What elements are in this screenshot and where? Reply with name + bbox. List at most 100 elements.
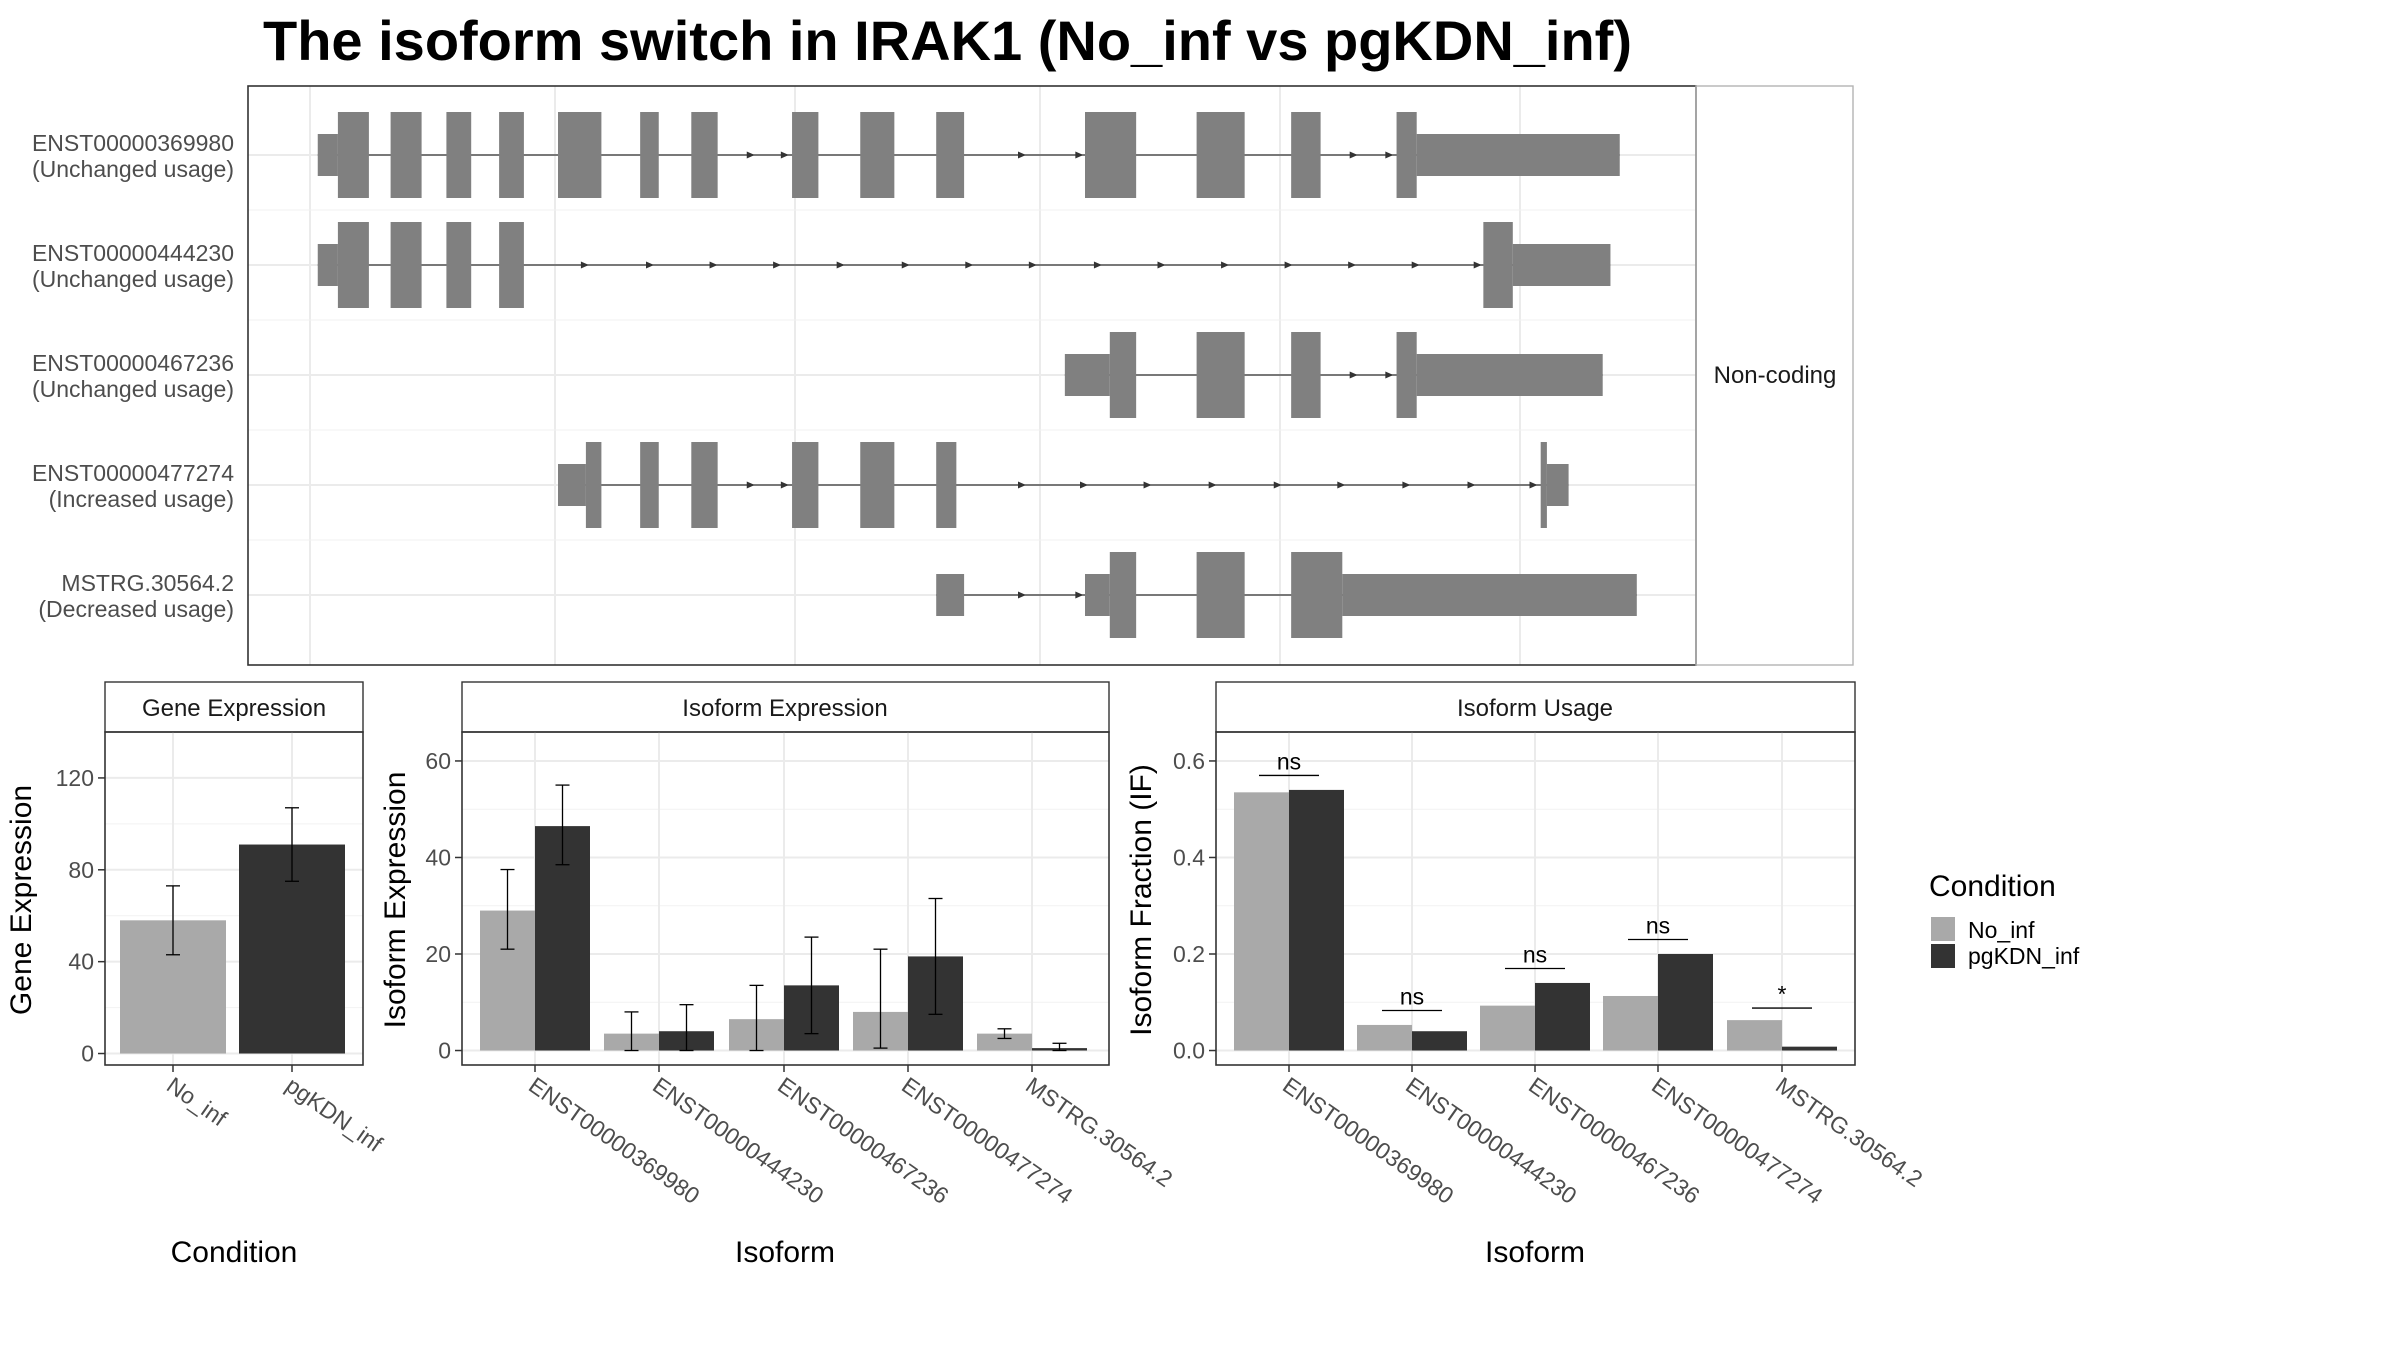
x-tick-label: No_inf — [162, 1072, 232, 1132]
intron-direction-arrow — [780, 481, 789, 489]
intron-direction-arrow — [836, 261, 845, 269]
significance-label: ns — [1523, 941, 1547, 967]
transcript-usage-label: (Unchanged usage) — [32, 266, 234, 292]
facet-strip — [1695, 85, 1854, 666]
exon-coding — [860, 112, 895, 198]
intron-direction-arrow — [1337, 481, 1346, 489]
intron-direction-arrow — [1075, 151, 1084, 159]
intron-direction-arrow — [746, 151, 755, 159]
exon-coding — [1109, 552, 1137, 638]
transcript-labels: ENST00000369980(Unchanged usage)ENST0000… — [32, 130, 234, 622]
intron-direction-arrow — [1093, 261, 1102, 269]
intron-direction-arrow — [1529, 481, 1538, 489]
y-tick-label: 0.2 — [1173, 941, 1205, 967]
isoform-usage-chart: 0.00.20.40.6 nsnsnsns*ENST00000369980ENST… — [1173, 732, 1927, 1209]
isoform-usage-y-axis-title: Isoform Fraction (IF) — [1125, 764, 1158, 1036]
exon-coding — [337, 112, 369, 198]
exon-utr — [1085, 574, 1110, 616]
exon-utr — [1512, 244, 1611, 286]
exon-coding — [860, 442, 895, 528]
intron-direction-arrow — [1018, 481, 1026, 489]
exon-coding — [1396, 332, 1417, 418]
isoform-expression-strip-title: Isoform Expression — [682, 695, 887, 722]
exon-coding — [390, 222, 422, 308]
gene-expression-x-axis-title: Condition — [171, 1236, 298, 1269]
exon-coding — [446, 112, 472, 198]
legend-key-no-inf — [1931, 917, 1955, 941]
intron-direction-arrow — [1143, 481, 1152, 489]
transcript-id-label: ENST00000369980 — [32, 130, 234, 156]
gene-structure-panel: Non-coding ENST00000369980(Unchanged usa… — [32, 85, 1854, 666]
transcript-id-label: MSTRG.30564.2 — [61, 570, 234, 596]
exon-coding — [936, 112, 965, 198]
bar-no-inf — [1727, 1020, 1782, 1051]
facet-label: Non-coding — [1714, 362, 1837, 389]
intron-direction-arrow — [1018, 591, 1026, 599]
intron-direction-arrow — [1349, 151, 1358, 159]
significance-label: ns — [1646, 913, 1670, 939]
exon-utr — [1546, 464, 1569, 506]
gene-expression-y-axis-title: Gene Expression — [5, 785, 38, 1015]
exon-utr — [1416, 354, 1603, 396]
transcript-usage-label: (Increased usage) — [49, 486, 234, 512]
y-tick-label: 40 — [425, 844, 451, 870]
y-tick-label: 0.4 — [1173, 844, 1205, 870]
y-tick-label: 20 — [425, 941, 451, 967]
exon-coding — [337, 222, 369, 308]
exon-coding — [1291, 332, 1321, 418]
y-tick-label: 80 — [68, 857, 94, 883]
transcript-id-label: ENST00000444230 — [32, 240, 234, 266]
y-tick-label: 0 — [81, 1041, 94, 1067]
intron-direction-arrow — [709, 261, 718, 269]
exon-coding — [558, 112, 602, 198]
intron-direction-arrow — [1467, 481, 1476, 489]
y-tick-label: 60 — [425, 748, 451, 774]
gene-structure-tracks — [317, 112, 1637, 638]
intron-direction-arrow — [773, 261, 782, 269]
bar-pgkdn-inf — [1658, 954, 1713, 1051]
exon-utr — [1064, 354, 1110, 396]
exon-coding — [1196, 332, 1245, 418]
intron-direction-arrow — [580, 261, 589, 269]
exon-coding — [1196, 112, 1245, 198]
isoform-usage-panel-border — [1215, 731, 1856, 1066]
exon-utr — [558, 464, 586, 506]
intron-direction-arrow — [1273, 481, 1282, 489]
isoform-expression-x-axis-title: Isoform — [735, 1236, 835, 1269]
exon-coding — [691, 112, 718, 198]
intron-direction-arrow — [746, 481, 755, 489]
transcript-usage-label: (Decreased usage) — [38, 596, 234, 622]
legend: Condition No_inf pgKDN_inf — [1929, 870, 2080, 969]
intron-direction-arrow — [1284, 261, 1293, 269]
figure-title: The isoform switch in IRAK1 (No_inf vs p… — [263, 9, 1632, 72]
isoform-expression-panel: Isoform Expression 0204060ENST0000036998… — [379, 681, 1177, 1269]
exon-coding — [1396, 112, 1417, 198]
exon-coding — [792, 442, 819, 528]
intron-direction-arrow — [1018, 151, 1026, 159]
intron-direction-arrow — [780, 151, 789, 159]
intron-direction-arrow — [1028, 261, 1037, 269]
exon-coding — [1196, 552, 1245, 638]
exon-coding — [390, 112, 422, 198]
intron-direction-arrow — [1402, 481, 1411, 489]
significance-label: ns — [1277, 748, 1301, 774]
exon-utr — [1342, 574, 1637, 616]
intron-direction-arrow — [901, 261, 910, 269]
legend-key-pgkdn-inf — [1931, 944, 1955, 968]
exon-coding — [499, 112, 524, 198]
transcript-usage-label: (Unchanged usage) — [32, 376, 234, 402]
exon-coding — [585, 442, 602, 528]
exon-coding — [792, 112, 819, 198]
legend-title: Condition — [1929, 870, 2056, 903]
transcript-id-label: ENST00000477274 — [32, 460, 234, 486]
y-tick-label: 0 — [438, 1038, 451, 1064]
gene-expression-strip-title: Gene Expression — [142, 695, 326, 722]
legend-label-no-inf: No_inf — [1968, 917, 2035, 943]
bar-no-inf — [1603, 995, 1658, 1051]
y-tick-label: 0.0 — [1173, 1038, 1205, 1064]
exon-coding — [936, 442, 957, 528]
gene-expression-panel-border — [104, 731, 364, 1066]
transcript-usage-label: (Unchanged usage) — [32, 156, 234, 182]
